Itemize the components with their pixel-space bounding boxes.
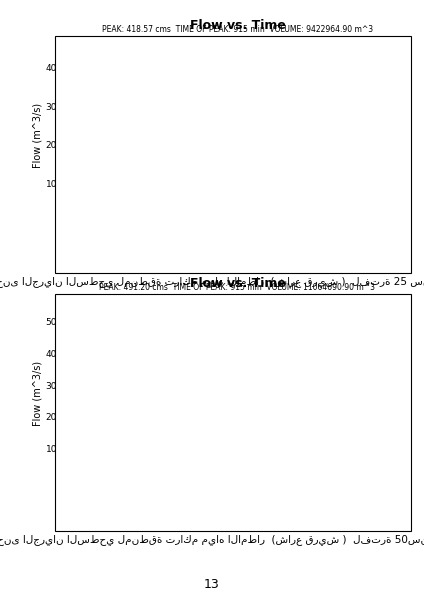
Polygon shape (62, 245, 73, 265)
Title: Flow vs. Time: Flow vs. Time (190, 19, 285, 32)
Bar (59, 242, 75, 268)
X-axis label: Time (min): Time (min) (211, 497, 264, 506)
Polygon shape (62, 503, 73, 523)
Text: 13: 13 (204, 578, 220, 592)
Text: PEAK: 418.57 cms  TIME OF PEAK: 915 min  VOLUME: 9422964.90 m^3: PEAK: 418.57 cms TIME OF PEAK: 915 min V… (102, 25, 373, 34)
Text: 25 year return period, 9C Ratio 1, P:418.57, T:915, V:9422964.9: 25 year return period, 9C Ratio 1, P:418… (82, 252, 337, 262)
Title: Flow vs. Time: Flow vs. Time (190, 277, 285, 290)
Text: PEAK: 491.20 cms  TIME OF PEAK: 915 min  VOLUME: 11064690.90 m^3: PEAK: 491.20 cms TIME OF PEAK: 915 min V… (100, 283, 375, 292)
Text: منحنى الجريان السطحي لمنطقة تراكم مياه الامطار  (شارع قريش )  لفترة 50سنه .: منحنى الجريان السطحي لمنطقة تراكم مياه ا… (0, 534, 424, 545)
Text: منحنى الجريان السطحي لمنطقة تراكم مياه الامطار  (شارع قريش )  لفترة 25 سنه .: منحنى الجريان السطحي لمنطقة تراكم مياه ا… (0, 276, 424, 287)
Y-axis label: Flow (m^3/s): Flow (m^3/s) (33, 103, 43, 167)
X-axis label: Time (min): Time (min) (211, 239, 264, 248)
Text: 50 year return period, 9C Ratio 1, P:491.20, T:915, V:11064690.9: 50 year return period, 9C Ratio 1, P:491… (82, 510, 341, 519)
Y-axis label: Flow (m^3/s): Flow (m^3/s) (33, 361, 43, 425)
Bar (59, 500, 75, 526)
